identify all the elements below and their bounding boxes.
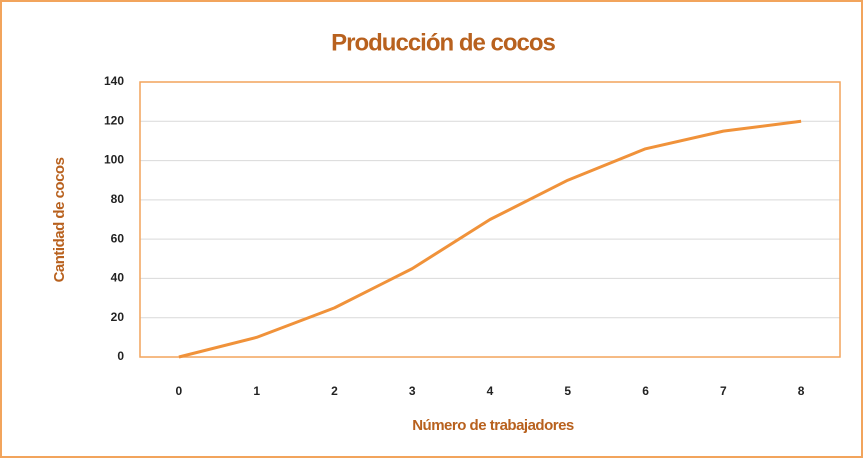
x-axis-label: Número de trabajadores <box>412 417 574 434</box>
plot-frame <box>139 81 841 358</box>
x-tick-label: 1 <box>253 384 260 398</box>
y-tick-label: 100 <box>104 153 124 167</box>
y-tick-label: 60 <box>111 231 125 245</box>
y-tick-label: 120 <box>104 113 124 127</box>
y-tick-label: 40 <box>111 271 125 285</box>
x-tick-label: 4 <box>487 384 494 398</box>
y-axis-label: Cantidad de cocos <box>51 157 68 282</box>
y-tick-label: 20 <box>111 310 125 324</box>
x-tick-label: 5 <box>564 384 571 398</box>
y-tick-label: 0 <box>117 349 124 363</box>
x-tick-label: 0 <box>176 384 183 398</box>
x-tick-label: 6 <box>642 384 649 398</box>
chart-title: Producción de cocos <box>331 29 555 56</box>
x-tick-label: 7 <box>720 384 727 398</box>
y-tick-label: 140 <box>104 74 124 88</box>
line-series <box>178 119 802 359</box>
x-tick-label: 8 <box>798 384 805 398</box>
y-tick-label: 80 <box>111 192 125 206</box>
x-tick-label: 3 <box>409 384 416 398</box>
x-tick-label: 2 <box>331 384 338 398</box>
